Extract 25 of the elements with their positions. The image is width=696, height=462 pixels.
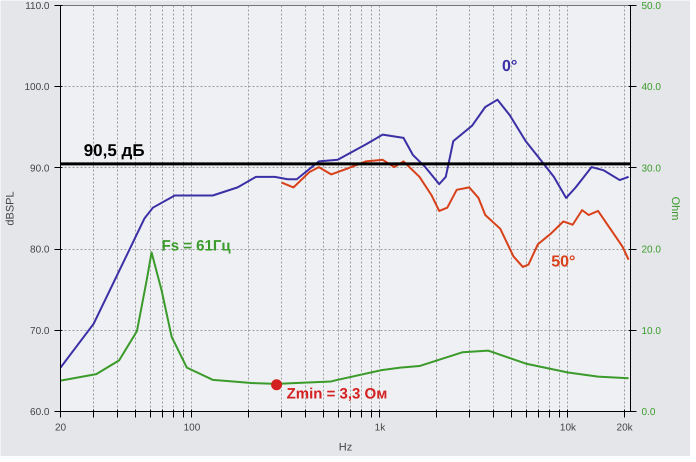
- x-axis-title: Hz: [338, 442, 352, 454]
- y-axis-title: dBSPL: [4, 191, 16, 226]
- x-tick-label: 20: [54, 422, 66, 434]
- ref-line-label: 90,5 дБ: [84, 140, 145, 160]
- y-tick-label: 60.0: [30, 407, 50, 418]
- series-label: 50°: [551, 254, 576, 271]
- annotation: Fs = 61Гц: [162, 237, 232, 254]
- x-tick-label: 1k: [374, 422, 386, 434]
- y-tick-label: 70.0: [30, 326, 50, 337]
- y-tick-label: 90.0: [30, 163, 50, 174]
- x-tick-label: 100: [184, 422, 201, 434]
- y2-tick-label: 20.0: [642, 244, 662, 256]
- y2-axis-title: Ohm: [668, 196, 681, 220]
- y2-tick-label: 10.0: [642, 326, 662, 337]
- y2-tick-label: 30.0: [642, 163, 662, 174]
- y2-tick-label: 0.0: [642, 407, 656, 418]
- y-tick-label: 110.0: [25, 1, 50, 12]
- y-tick-label: 80.0: [30, 244, 50, 256]
- series-label: 0°: [502, 58, 518, 75]
- y2-tick-label: 50.0: [642, 1, 662, 12]
- annotation: Zmin = 3,3 Ом: [286, 386, 388, 403]
- y2-tick-label: 40.0: [642, 82, 662, 94]
- x-tick-label: 20k: [616, 422, 634, 434]
- y-tick-label: 100.0: [24, 82, 50, 94]
- x-tick-label: 10k: [560, 422, 578, 434]
